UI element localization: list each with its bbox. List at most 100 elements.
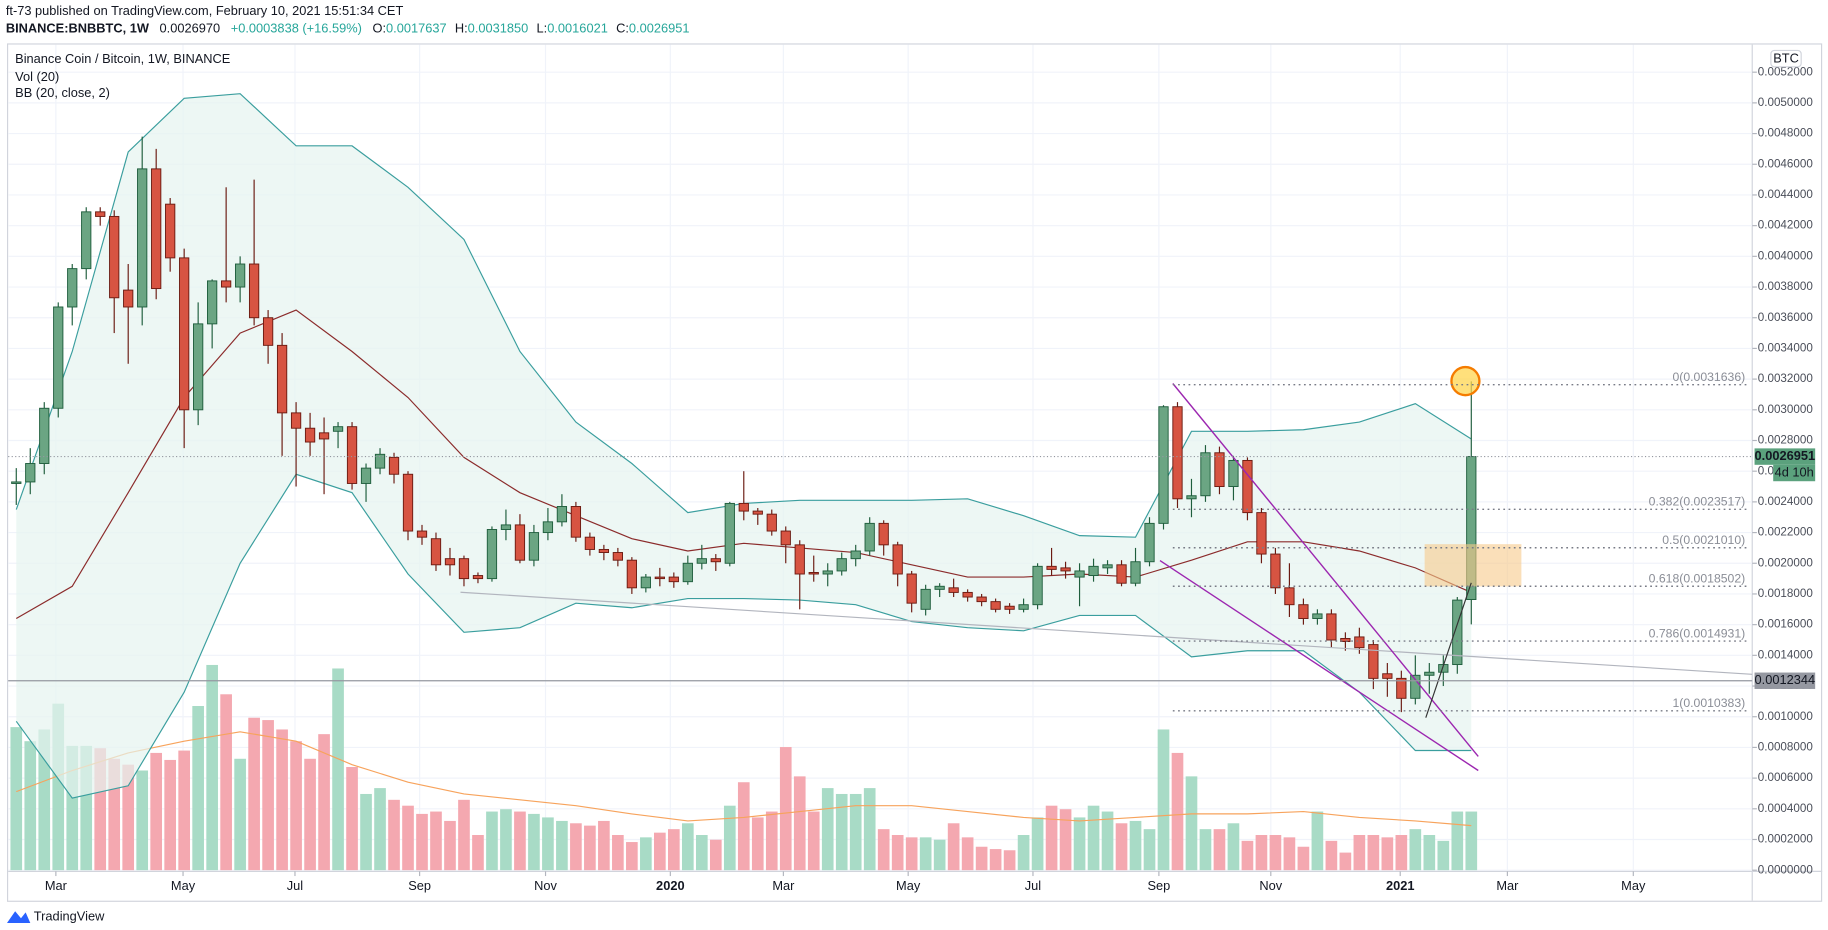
volume-bar bbox=[416, 813, 428, 871]
volume-bar bbox=[206, 664, 218, 871]
volume-bar bbox=[374, 788, 386, 871]
bb-fill bbox=[16, 93, 1472, 799]
volume-bar bbox=[248, 717, 260, 871]
y-tick-label: 0.0010000 bbox=[1758, 710, 1814, 723]
x-tick-label: Nov bbox=[534, 878, 557, 893]
ohlc-value: 0.0017637 bbox=[386, 21, 447, 36]
candle-body bbox=[864, 522, 875, 552]
candle-body bbox=[374, 453, 386, 469]
candle-body bbox=[1354, 636, 1365, 649]
candle-body bbox=[248, 263, 260, 319]
candle-body bbox=[696, 558, 707, 564]
volume-bar bbox=[626, 842, 638, 871]
candle-body bbox=[1368, 644, 1379, 679]
last: 0.0026970 bbox=[160, 21, 221, 36]
candle-body bbox=[1158, 406, 1169, 524]
candle-body bbox=[794, 544, 805, 575]
volume-bar bbox=[765, 811, 778, 871]
volume-bar bbox=[681, 823, 694, 871]
volume-bar bbox=[122, 764, 135, 871]
volume-bar bbox=[1353, 835, 1366, 871]
logo bbox=[6, 911, 31, 923]
candle-body bbox=[39, 407, 50, 464]
candle-body bbox=[1214, 452, 1225, 488]
volume-bar bbox=[1269, 835, 1282, 871]
candle-body bbox=[458, 558, 470, 580]
volume-bar bbox=[52, 703, 65, 871]
candle-body bbox=[53, 306, 64, 409]
candle-body bbox=[654, 576, 665, 580]
candle-body bbox=[472, 575, 484, 580]
high-marker bbox=[1450, 365, 1481, 397]
candle-body bbox=[1256, 512, 1267, 555]
candle-body bbox=[612, 552, 623, 561]
x-tick-label: May bbox=[171, 878, 196, 893]
volume-bar bbox=[220, 694, 232, 871]
volume-bar bbox=[1031, 817, 1044, 871]
volume-bar bbox=[136, 770, 149, 871]
currency-badge bbox=[1770, 49, 1802, 68]
candle-body bbox=[1088, 565, 1099, 577]
candle-body bbox=[1074, 570, 1085, 578]
x-tick-label: Mar bbox=[772, 878, 795, 893]
candle-body bbox=[1144, 522, 1155, 563]
volume-bar bbox=[1367, 835, 1380, 871]
candle-body bbox=[1242, 459, 1253, 514]
volume-bar bbox=[975, 846, 988, 871]
volume-bar bbox=[695, 835, 708, 871]
candle-body bbox=[738, 502, 749, 512]
volume-bar bbox=[388, 799, 400, 871]
candle-body bbox=[528, 532, 540, 561]
volume-bar bbox=[332, 668, 344, 871]
volume-bar bbox=[1157, 729, 1170, 871]
x-tick-label: May bbox=[1621, 878, 1646, 893]
volume-bar bbox=[290, 741, 302, 871]
volume-bar bbox=[654, 832, 666, 871]
y-tick-label: 0.0046000 bbox=[1758, 157, 1814, 170]
volume-bar bbox=[989, 849, 1002, 871]
volume-bar bbox=[178, 750, 190, 871]
candle-body bbox=[878, 522, 889, 546]
volume-bar bbox=[1129, 820, 1142, 871]
volume-bar bbox=[318, 734, 330, 871]
volume-bar bbox=[807, 811, 820, 871]
volume-bar bbox=[528, 813, 540, 871]
volume-bar bbox=[1381, 837, 1394, 871]
volume-bar bbox=[360, 793, 372, 871]
volume-bar bbox=[234, 758, 246, 871]
volume-bar bbox=[1073, 817, 1086, 871]
x-tick-label: Mar bbox=[1496, 878, 1519, 893]
volume-bar bbox=[1283, 837, 1296, 871]
volume-bar bbox=[1339, 852, 1352, 871]
bb-basis bbox=[15, 309, 1472, 620]
y-tick-label: 0.0036000 bbox=[1758, 311, 1814, 324]
candle-body bbox=[67, 268, 78, 308]
candle-body bbox=[1326, 613, 1337, 641]
candle-body bbox=[486, 529, 498, 580]
candle-body bbox=[836, 558, 847, 572]
candle-body bbox=[1382, 673, 1393, 679]
volume-bar bbox=[793, 776, 806, 871]
ohlc-value: 0.0026951 bbox=[629, 21, 690, 36]
volume-bar bbox=[905, 837, 918, 871]
volume-bar bbox=[891, 835, 904, 871]
volume-bar bbox=[1465, 811, 1478, 871]
volume-bar bbox=[1143, 829, 1156, 871]
volume-bar bbox=[1185, 776, 1198, 871]
symbol: BINANCE:BNBBTC, 1W bbox=[6, 21, 150, 36]
candle-body bbox=[346, 426, 358, 484]
volume-bar bbox=[1213, 829, 1226, 871]
y-tick-label: 0.0002000 bbox=[1758, 833, 1814, 846]
candle-body bbox=[332, 426, 344, 432]
candle-body bbox=[1060, 567, 1071, 572]
x-tick-label: Sep bbox=[408, 878, 431, 893]
candle-body bbox=[724, 502, 735, 564]
candle-body bbox=[1186, 495, 1197, 500]
candle-body bbox=[276, 344, 288, 414]
candle-body bbox=[1200, 452, 1211, 497]
volume-bar bbox=[80, 745, 93, 871]
candle-body bbox=[402, 473, 414, 532]
candle-body bbox=[151, 168, 162, 290]
ohlc-value: 0.0031850 bbox=[468, 21, 529, 36]
